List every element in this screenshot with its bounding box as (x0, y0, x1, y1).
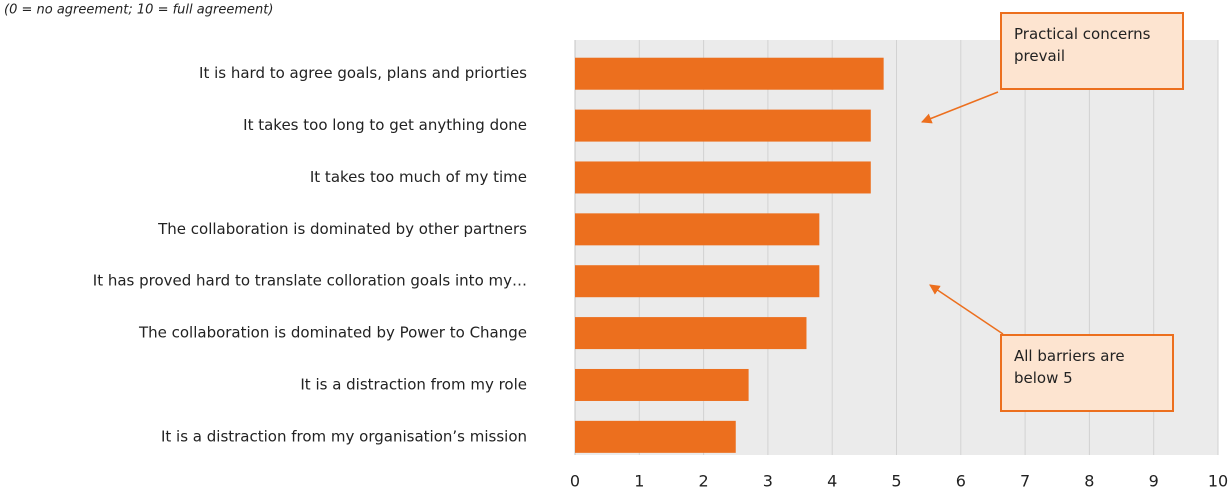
bar (575, 109, 871, 142)
y-tick-label: The collaboration is dominated by other … (157, 220, 527, 238)
bar (575, 265, 820, 298)
y-tick-label: It takes too long to get anything done (243, 116, 527, 134)
x-tick-label: 8 (1084, 472, 1094, 491)
x-tick-label: 10 (1208, 472, 1228, 491)
x-tick-label: 5 (891, 472, 901, 491)
x-tick-label: 3 (763, 472, 773, 491)
arrow (921, 91, 999, 124)
y-tick-label: It takes too much of my time (310, 168, 527, 186)
bar (575, 420, 736, 453)
bar (575, 57, 884, 90)
y-tick-label: It is a distraction from my role (300, 375, 527, 393)
annotation: Practical concerns prevail (1000, 12, 1184, 90)
y-tick-label: It has proved hard to translate collorat… (93, 272, 527, 290)
y-tick-label: The collaboration is dominated by Power … (138, 324, 527, 342)
bar (575, 161, 871, 194)
subtitle: (0 = no agreement; 10 = full agreement) (4, 3, 273, 18)
bar (575, 213, 820, 246)
bar (575, 368, 749, 401)
x-tick-label: 9 (1149, 472, 1159, 491)
x-tick-label: 0 (570, 472, 580, 491)
arrow (929, 284, 1004, 335)
x-tick-label: 1 (634, 472, 644, 491)
y-tick-label: It is hard to agree goals, plans and pri… (199, 64, 527, 82)
y-tick-label: It is a distraction from my organisation… (161, 427, 527, 445)
x-tick-label: 7 (1020, 472, 1030, 491)
x-tick-label: 2 (699, 472, 709, 491)
annotation: All barriers are below 5 (1000, 334, 1174, 412)
x-tick-label: 6 (956, 472, 966, 491)
bar (575, 317, 807, 350)
x-tick-label: 4 (827, 472, 837, 491)
